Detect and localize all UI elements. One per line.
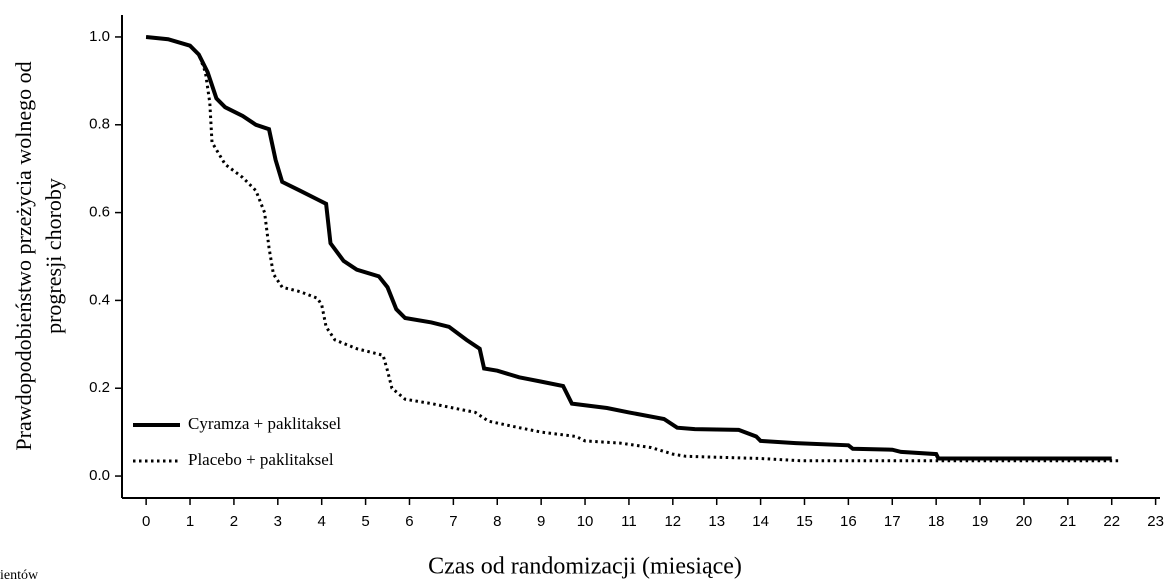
x-tick-label: 19 [972,513,989,530]
legend-label: Cyramza + paklitaksel [188,414,341,433]
x-tick-label: 21 [1059,513,1076,530]
x-tick-label: 20 [1016,513,1033,530]
x-tick-label: 17 [884,513,901,530]
x-tick-label: 3 [274,513,282,530]
x-tick-label: 23 [1147,513,1164,530]
x-tick-label: 9 [537,513,545,530]
x-tick-label: 11 [621,513,637,530]
x-tick-label: 13 [708,513,725,530]
x-axis-label: Czas od randomizacji (miesiące) [428,554,742,580]
x-tick-label: 7 [449,513,457,530]
survival-curve [145,35,1121,463]
x-tick-label: 4 [318,513,326,530]
y-tick-label: 0.6 [89,204,110,221]
x-tick-label: 15 [796,513,813,530]
note: ientów [0,568,39,583]
x-tick-label: 22 [1103,513,1120,530]
x-tick-label: 18 [928,513,945,530]
x-tick-label: 6 [405,513,413,530]
x-tick-label: 8 [493,513,501,530]
y-axis-label: Prawdopodobieństwo przeżycia wolnego od … [11,61,66,450]
legend-label: Placebo + paklitaksel [188,450,334,469]
y-tick-label: 0.2 [89,379,110,396]
y-axis-label-line: progresji choroby [41,178,66,334]
y-tick-label: 0.0 [89,467,110,484]
x-tick-label: 2 [230,513,238,530]
y-tick-label: 1.0 [89,28,110,45]
x-tick-label: 1 [186,513,194,530]
x-tick-label: 5 [361,513,369,530]
x-tick-label: 14 [752,513,769,530]
x-tick-label: 0 [142,513,150,530]
y-tick-label: 0.8 [89,116,110,133]
y-tick-label: 0.4 [89,291,110,308]
x-tick-label: 10 [577,513,594,530]
y-axis-label-line: Prawdopodobieństwo przeżycia wolnego od [11,61,36,450]
x-tick-label: 12 [664,513,681,530]
survival-curve [145,35,1112,461]
x-tick-label: 16 [840,513,857,530]
